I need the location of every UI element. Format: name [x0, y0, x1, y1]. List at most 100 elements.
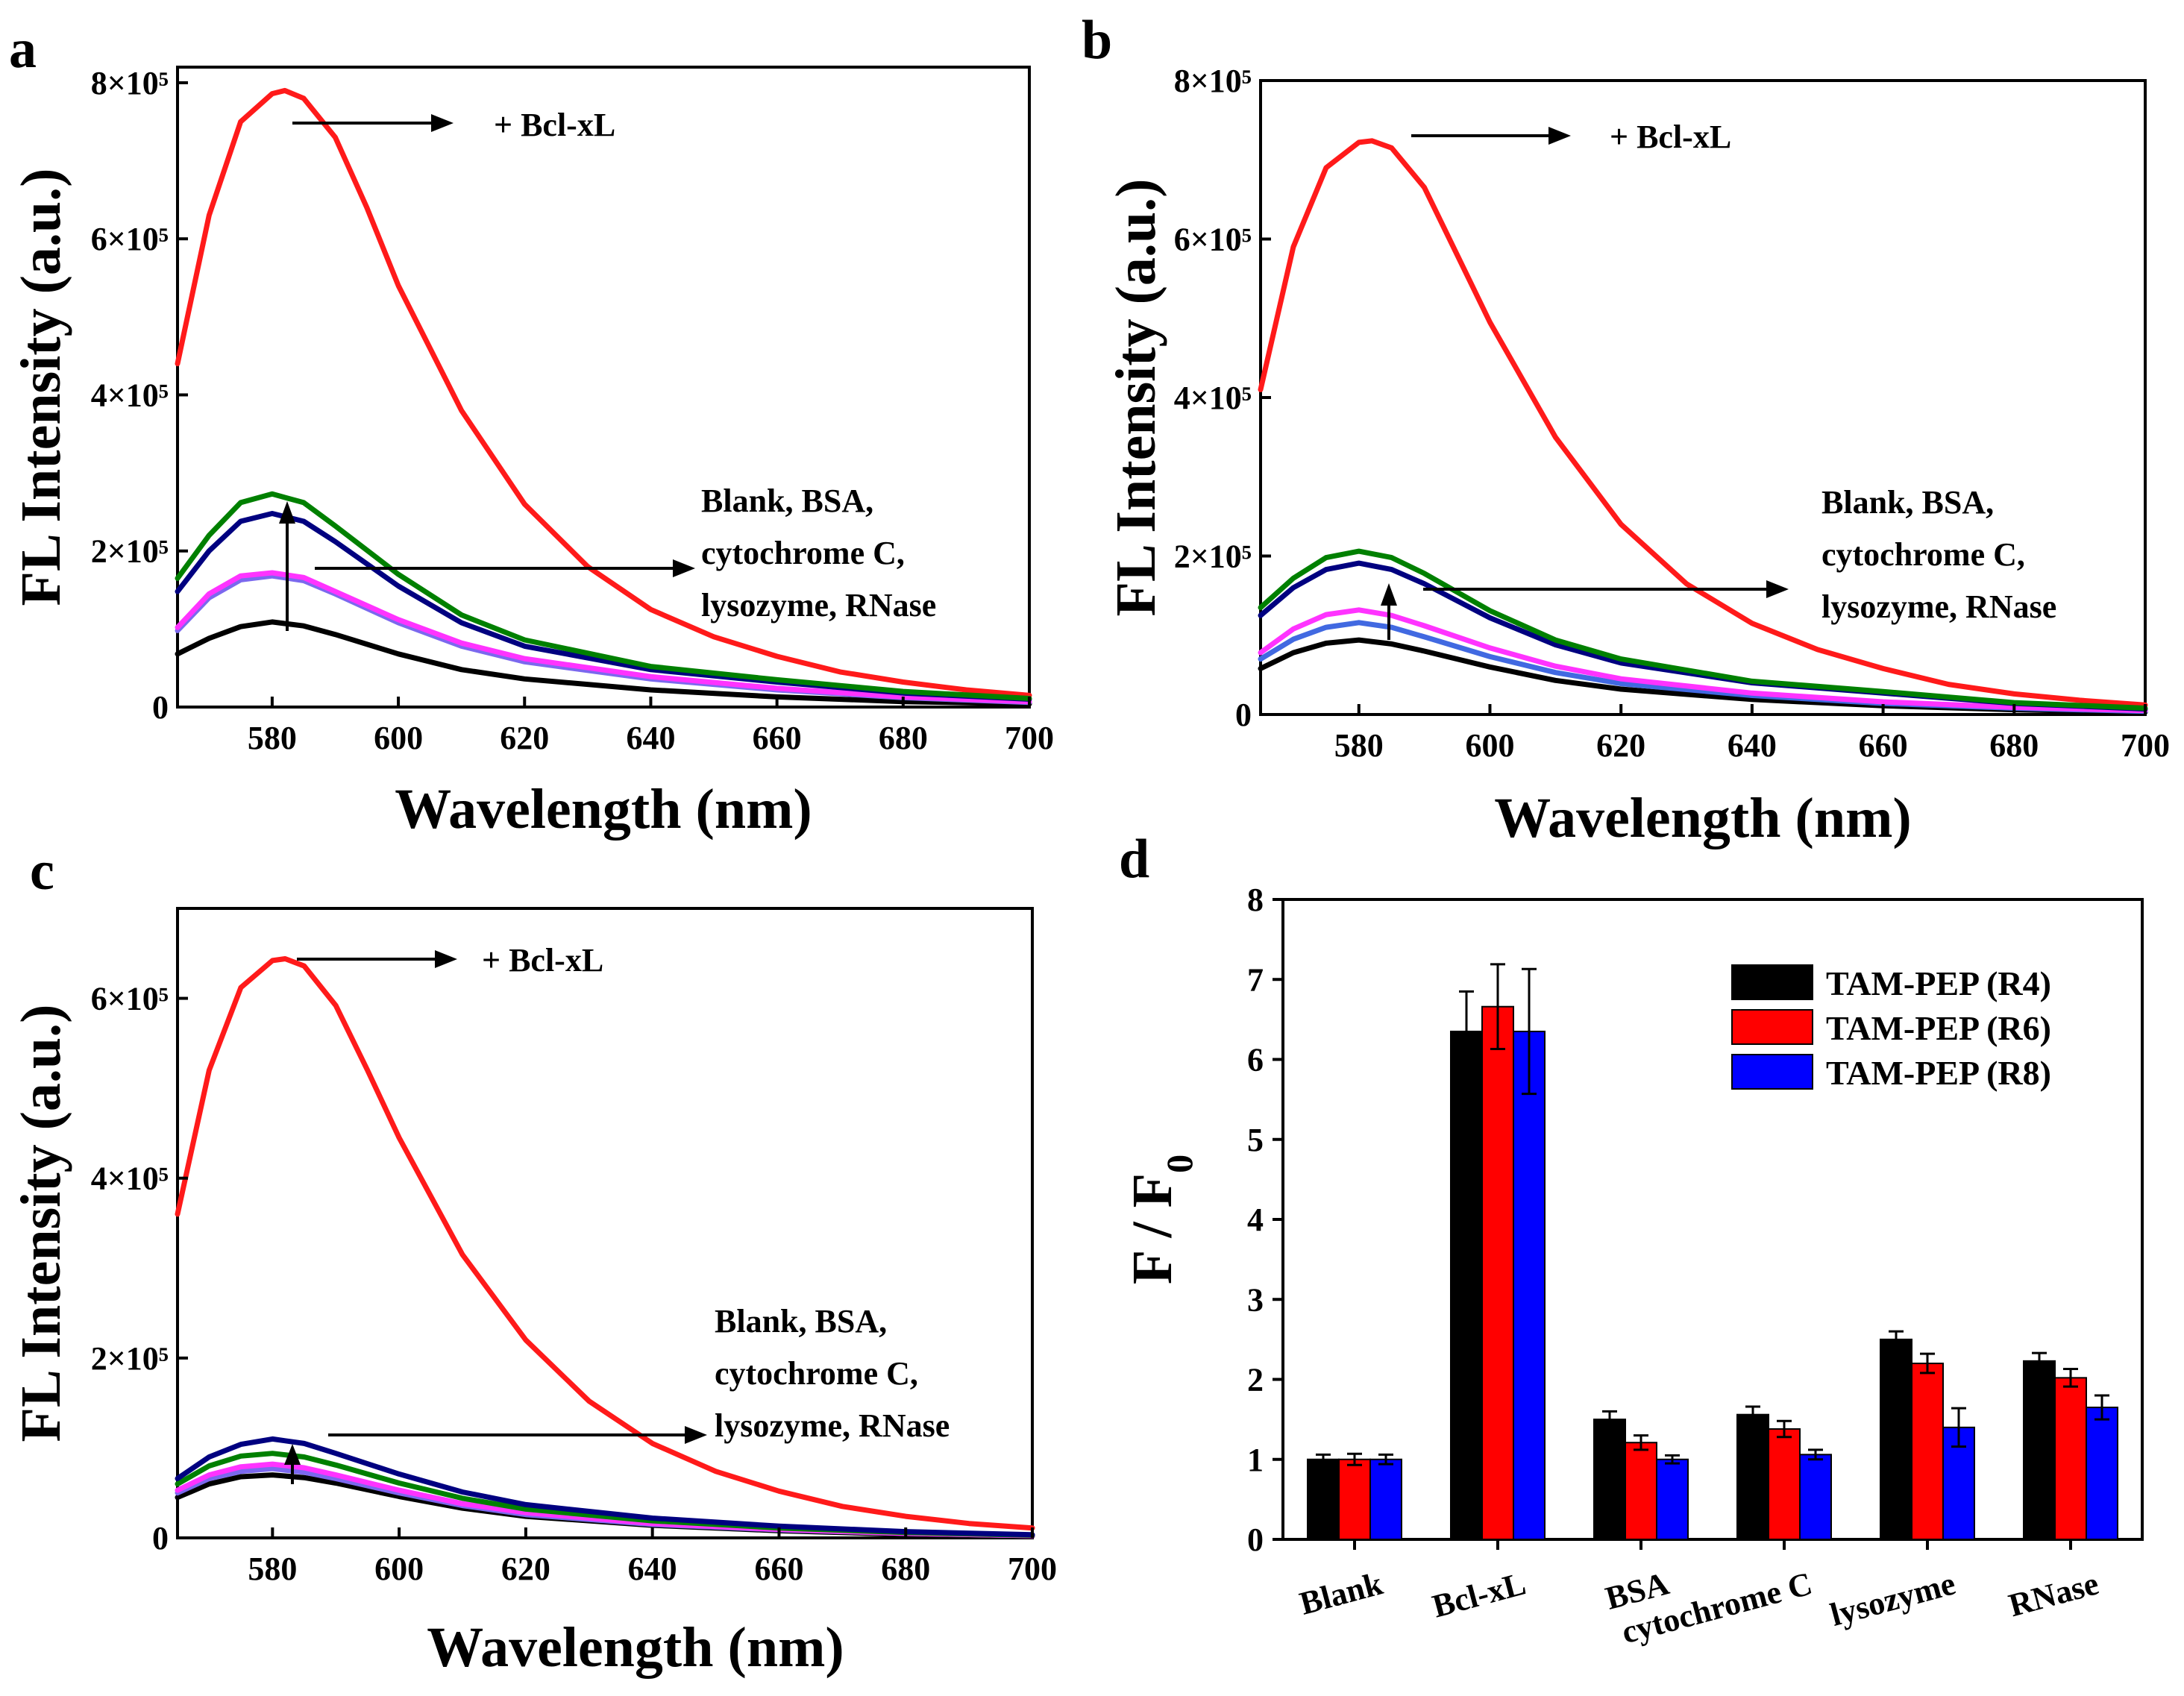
panel-a-series-line-0	[175, 87, 1032, 698]
panel-c: c 580 600 620 640 660 680 700 0 2×10⁵ 4×10⁵ 6×10⁵…	[10, 841, 1057, 1679]
panel-d-bar-3-0	[1736, 1413, 1769, 1540]
panel-d-legend-label-0: TAM-PEP (R4)	[1826, 964, 2051, 1002]
panel-d-errorbar-1-1	[1490, 963, 1505, 1051]
panel-c-y-tick-label-0: 0	[152, 1520, 169, 1557]
panel-b-letter: b	[1082, 10, 1112, 71]
panel-d-bar-1-1	[1481, 1005, 1514, 1540]
panel-a-controls-line-1: Blank, BSA,	[701, 483, 873, 519]
panel-d-bar-2-2	[1656, 1458, 1689, 1540]
panel-c-y-ticks: 0 2×10⁵ 4×10⁵ 6×10⁵	[91, 981, 188, 1557]
panel-d-errorbar-0-2	[1378, 1453, 1393, 1466]
panel-a-bclxl-arrowhead	[431, 114, 454, 132]
panel-d-y-axis-title: F / F0	[1121, 1155, 1200, 1284]
panel-b-bclxl-arrowhead	[1548, 127, 1571, 145]
panel-c-x-tick-label-3: 640	[628, 1551, 677, 1587]
panel-c-y-tick-label-2: 4×10⁵	[91, 1160, 169, 1197]
panel-c-x-tick-label-6: 700	[1008, 1551, 1057, 1587]
panel-b-series-line-3	[1258, 607, 2148, 714]
panel-d-letter: d	[1119, 829, 1149, 890]
panel-d-y-ticks: 0 1 2 3 4 5 6 7 8	[1247, 882, 1283, 1558]
panel-d-y-tick-label-5: 5	[1247, 1122, 1264, 1158]
panel-d-y-tick-label-8: 8	[1247, 882, 1264, 918]
panel-b-up-arrowhead	[1381, 583, 1397, 606]
panel-d-x-tick-label-0: Blank	[1296, 1565, 1387, 1622]
panel-d-bar-0-0	[1307, 1458, 1340, 1540]
panel-d-bar-1-2	[1513, 1030, 1546, 1540]
panel-c-plot-frame	[176, 907, 1034, 1539]
panel-c-up-arrowhead	[284, 1444, 301, 1465]
panel-d-errorbar-3-2	[1808, 1448, 1823, 1461]
panel-d-bar-1-0	[1450, 1030, 1483, 1540]
panel-c-x-tick-label-0: 580	[248, 1551, 297, 1587]
panel-b-series-line-5	[1258, 548, 2148, 711]
panel-d-errorbar-4-0	[1889, 1330, 1904, 1349]
panel-c-series-line-5	[175, 1436, 1035, 1538]
panel-b-y-tick-label-4: 8×10⁵	[1174, 63, 1252, 99]
panel-c-x-tick-label-1: 600	[374, 1551, 424, 1587]
panel-c-bclxl-annotation: + Bcl-xL	[482, 942, 603, 979]
panel-c-bclxl-arrowhead	[435, 950, 457, 968]
panel-a-x-axis-title: Wavelength (nm)	[395, 778, 812, 841]
panel-c-series-line-0	[175, 956, 1035, 1531]
panel-a-series-line-5	[175, 491, 1032, 701]
panel-d-y-tick-label-2: 2	[1247, 1362, 1264, 1398]
panel-d-legend-swatch-1	[1731, 1009, 1813, 1045]
panel-b-x-axis-title: Wavelength (nm)	[1494, 787, 1911, 849]
panel-d-bar-0-2	[1369, 1458, 1402, 1540]
panel-c-x-axis-title: Wavelength (nm)	[427, 1616, 844, 1679]
panel-d-errorbar-3-1	[1777, 1419, 1792, 1439]
panel-b-x-tick-label-3: 640	[1728, 727, 1777, 764]
panel-d-y-tick-label-6: 6	[1247, 1042, 1264, 1078]
panel-b-y-tick-label-0: 0	[1235, 697, 1252, 733]
panel-a-x-tick-label-5: 680	[879, 720, 928, 756]
panel-b: b 580 600 620 640 660 680 700 0 2×10⁵ 4×10⁵ 6×10⁵…	[1082, 10, 2170, 849]
panel-d-errorbar-2-1	[1634, 1434, 1648, 1451]
panel-c-series-line-1	[175, 1472, 1035, 1539]
panel-a-x-tick-label-4: 660	[753, 720, 802, 756]
panel-c-controls-arrowhead	[685, 1426, 707, 1444]
panel-c-x-tick-label-2: 620	[501, 1551, 550, 1587]
panel-a-x-tick-label-6: 700	[1005, 720, 1054, 756]
panel-b-x-tick-label-6: 700	[2121, 727, 2170, 764]
panel-d-bar-0-1	[1338, 1458, 1371, 1540]
panel-d-errorbar-1-0	[1459, 990, 1474, 1073]
panel-d-y-axis-title-main: F / F	[1121, 1173, 1184, 1284]
panel-c-y-tick-label-1: 2×10⁵	[91, 1340, 169, 1377]
panel-a-y-ticks: 0 2×10⁵ 4×10⁵ 6×10⁵ 8×10⁵	[91, 65, 188, 726]
panel-c-controls-line-1: Blank, BSA,	[715, 1303, 887, 1339]
panel-d-errorbar-2-0	[1602, 1410, 1617, 1429]
panel-d-y-axis-title-subscript: 0	[1158, 1155, 1200, 1173]
panel-d-errorbar-0-1	[1347, 1452, 1362, 1466]
panel-b-y-tick-label-1: 2×10⁵	[1174, 538, 1252, 575]
panel-d-bar-2-1	[1625, 1442, 1657, 1541]
panel-c-y-tick-label-3: 6×10⁵	[91, 981, 169, 1017]
panel-d-bar-3-2	[1799, 1454, 1832, 1540]
panel-a-series-line-3	[175, 570, 1032, 705]
panel-a-letter: a	[9, 19, 37, 80]
panel-b-x-tick-label-4: 660	[1859, 727, 1908, 764]
panel-d-legend-swatch-0	[1731, 964, 1813, 1000]
panel-b-x-tick-label-5: 680	[1989, 727, 2039, 764]
panel-c-letter: c	[30, 841, 54, 902]
panel-a-bclxl-annotation: + Bcl-xL	[494, 107, 615, 143]
panel-b-controls-arrowhead	[1766, 580, 1789, 598]
panel-d-legend: TAM-PEP (R4) TAM-PEP (R6) TAM-PEP (R8)	[1731, 964, 2051, 1092]
panel-c-y-axis-title: FL Intensity (a.u.)	[10, 1005, 72, 1442]
panel-d-bars	[1307, 963, 2118, 1541]
panel-b-series-line-0	[1258, 138, 2148, 708]
panel-c-controls-line-2: cytochrome C,	[715, 1355, 918, 1392]
panel-d-bar-5-0	[2023, 1360, 2056, 1541]
panel-c-x-ticks: 580 600 620 640 660 680 700	[248, 1527, 1057, 1587]
panel-d-x-tick-label-5: RNase	[2005, 1565, 2103, 1624]
panel-a-x-ticks: 580 600 620 640 660 680 700	[248, 697, 1054, 756]
panel-d-y-tick-label-3: 3	[1247, 1281, 1264, 1318]
panel-d-bar-5-1	[2054, 1377, 2087, 1540]
panel-d-errorbar-5-0	[2032, 1351, 2047, 1371]
panel-a-y-tick-label-2: 4×10⁵	[91, 377, 169, 413]
panel-a-controls-line-3: lysozyme, RNase	[701, 587, 936, 624]
panel-a: a 580 600 620 640 660 680 700 0 2×10⁵ 4×10⁵ 6×10⁵…	[9, 19, 1054, 841]
panel-b-x-tick-label-1: 600	[1465, 727, 1514, 764]
